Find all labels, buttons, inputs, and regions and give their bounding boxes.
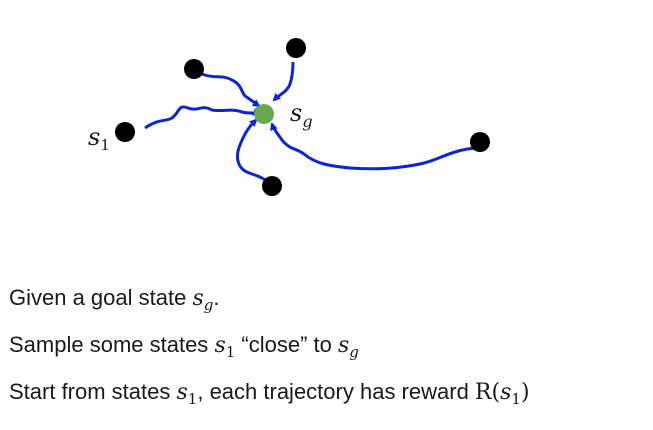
trajectory-from-bottom — [236, 118, 272, 186]
description-text: Given a goal state sg. Sample some state… — [9, 278, 649, 419]
state-node-top-left — [184, 59, 204, 79]
goal-state-label-sub: g — [302, 112, 312, 131]
state-node-bottom — [262, 176, 282, 196]
state-node-right — [470, 132, 490, 152]
goal-state-label: sg — [290, 99, 313, 131]
text-line-reward: Start from states s1, each trajectory ha… — [9, 379, 530, 408]
trajectory-diagram: sg s1 — [88, 38, 490, 196]
start-state-label: s1 — [88, 123, 110, 154]
start-state-label-sub: 1 — [100, 136, 110, 154]
start-state-node — [115, 122, 135, 142]
trajectory-from-top-left — [197, 70, 261, 108]
trajectory-from-right — [270, 122, 477, 171]
state-node-top — [286, 38, 306, 58]
text-line-goal: Given a goal state sg. — [9, 285, 220, 314]
goal-state-node — [254, 104, 274, 124]
text-line-sample: Sample some states s1 “close” to sg — [9, 332, 359, 361]
trajectory-from-top — [272, 61, 295, 102]
trajectory-from-s1 — [144, 105, 261, 130]
